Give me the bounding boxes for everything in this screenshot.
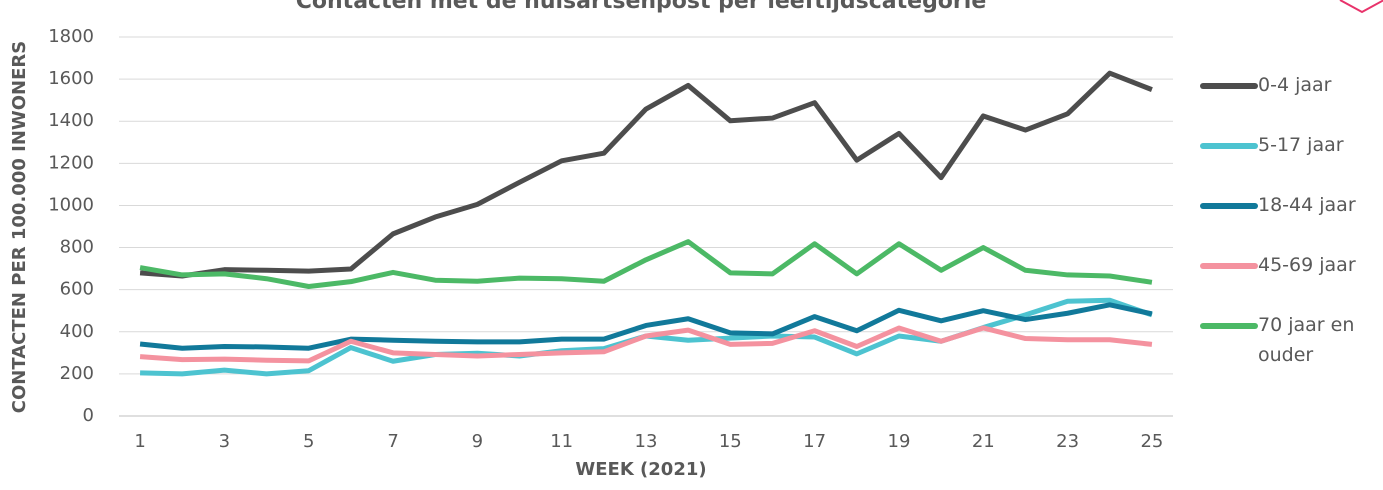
x-tick-label: 15 xyxy=(719,431,742,452)
x-tick-label: 13 xyxy=(635,431,658,452)
x-tick-label: 11 xyxy=(550,431,573,452)
legend-swatch xyxy=(1200,323,1258,329)
y-tick-label: 1200 xyxy=(48,152,94,173)
y-tick-label: 1600 xyxy=(48,68,94,89)
y-tick-label: 0 xyxy=(83,405,94,426)
y-tick-label: 600 xyxy=(60,279,94,300)
legend-label: 45-69 jaar xyxy=(1258,254,1356,276)
x-axis-label: WEEK (2021) xyxy=(575,459,706,480)
y-tick-label: 1400 xyxy=(48,110,94,131)
legend-item: 70 jaar en ouder xyxy=(1200,310,1368,370)
legend-item: 45-69 jaar xyxy=(1200,250,1368,310)
x-tick-label: 17 xyxy=(803,431,826,452)
x-tick-label: 7 xyxy=(387,431,398,452)
y-axis-label: CONTACTEN PER 100.000 INWONERS xyxy=(9,41,30,413)
legend-item: 5-17 jaar xyxy=(1200,130,1368,190)
y-tick-label: 1000 xyxy=(48,194,94,215)
legend-label: 0-4 jaar xyxy=(1258,74,1332,96)
series-line xyxy=(139,325,1153,364)
x-tick-label: 23 xyxy=(1056,431,1079,452)
legend-item: 0-4 jaar xyxy=(1200,70,1368,130)
x-tick-label: 1 xyxy=(134,431,145,452)
x-tick-label: 19 xyxy=(888,431,911,452)
x-tick-label: 9 xyxy=(472,431,483,452)
chart-title: Contacten met de huisartsenpost per leef… xyxy=(296,0,987,14)
series-line xyxy=(139,302,1153,351)
legend-swatch xyxy=(1200,83,1258,89)
logo xyxy=(1339,0,1383,14)
x-tick-label: 25 xyxy=(1140,431,1163,452)
legend-label: 5-17 jaar xyxy=(1258,134,1344,156)
legend-swatch xyxy=(1200,263,1258,269)
series-line xyxy=(139,70,1153,279)
x-tick-label: 5 xyxy=(303,431,314,452)
legend-item: 18-44 jaar xyxy=(1200,190,1368,250)
y-tick-label: 200 xyxy=(60,363,94,384)
series-line xyxy=(139,239,1153,290)
y-tick-label: 1800 xyxy=(48,26,94,47)
x-tick-label: 21 xyxy=(972,431,995,452)
y-tick-label: 800 xyxy=(60,237,94,258)
legend-label: 70 jaar en ouder xyxy=(1258,314,1355,366)
y-tick-label: 400 xyxy=(60,321,94,342)
x-tick-label: 3 xyxy=(219,431,230,452)
legend-swatch xyxy=(1200,143,1258,149)
legend-swatch xyxy=(1200,203,1258,209)
legend-label: 18-44 jaar xyxy=(1258,194,1356,216)
legend: 0-4 jaar 5-17 jaar 18-44 jaar 45-69 jaar 70 … xyxy=(1200,70,1368,370)
